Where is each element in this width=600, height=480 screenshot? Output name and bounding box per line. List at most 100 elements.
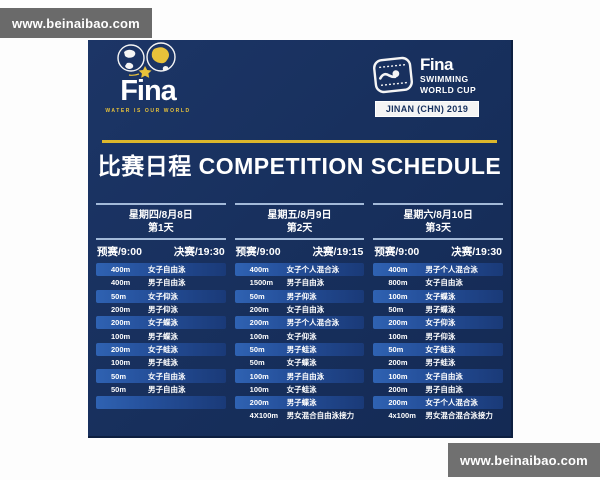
event-name: 男子蝶泳 xyxy=(286,398,317,408)
event-name: 男子蛙泳 xyxy=(148,358,178,368)
day-number: 第2天 xyxy=(286,223,313,234)
session-times: 预赛/9:00 决赛/19:15 xyxy=(235,240,365,261)
event-name: 女子蛙泳 xyxy=(425,344,456,354)
event-row: 200m 女子仰泳 xyxy=(373,316,504,330)
event-name: 男子自由泳 xyxy=(148,384,186,394)
event-distance: 400m xyxy=(111,278,131,288)
event-row xyxy=(96,409,226,422)
event-list: 400m 女子自由泳 400m 男子自由泳 50m 女子仰泳 200m 男子仰泳 200m 女子蝶… xyxy=(96,263,226,423)
divider xyxy=(373,203,504,205)
session-times: 预赛/9:00 决赛/19:30 xyxy=(373,240,503,261)
event-distance: 200m xyxy=(388,384,408,394)
fina-globe-icon xyxy=(117,42,176,78)
divider xyxy=(234,238,365,240)
event-row: 400m 男子自由泳 xyxy=(96,276,226,289)
event-row: 100m 女子蝶泳 xyxy=(373,289,504,303)
event-row: 100m 女子自由泳 xyxy=(373,369,504,383)
event-distance: 1500m xyxy=(249,278,274,288)
fina-tagline: WATER IS OUR WORLD xyxy=(105,107,191,114)
event-name: 男子蛙泳 xyxy=(286,344,317,354)
prelim-time: 预赛/9:00 xyxy=(374,245,420,258)
event-name: 男子仰泳 xyxy=(148,305,178,315)
event-row: 50m 男子蛙泳 xyxy=(234,342,365,357)
event-row: 200m 男子蛙泳 xyxy=(373,356,503,369)
event-name: 男子仰泳 xyxy=(425,331,456,341)
event-row: 200m 女子蛙泳 xyxy=(96,342,226,357)
day-column-1: 星期四/8月8日 第1天 预赛/9:00 决赛/19:30 400m 女子自由泳 4… xyxy=(96,203,226,423)
event-name: 女子自由泳 xyxy=(148,371,186,381)
event-name: 女子仰泳 xyxy=(286,331,317,341)
event-distance: 400m xyxy=(111,265,131,275)
event-distance: 100m xyxy=(249,371,269,381)
final-time: 决赛/19:15 xyxy=(312,245,364,258)
event-row: 100m 男子蝶泳 xyxy=(96,329,226,342)
day-number: 第1天 xyxy=(148,223,174,234)
event-name: 女子个人混合泳 xyxy=(425,398,478,408)
event-distance: 100m xyxy=(111,331,131,341)
event-row: 400m 女子自由泳 xyxy=(96,263,226,277)
event-location-badge: JINAN (CHN) 2019 xyxy=(375,101,479,117)
event-distance: 200m xyxy=(388,398,408,408)
fina-logo: Fina WATER IS OUR WORLD xyxy=(100,42,196,134)
event-name: 女子蝶泳 xyxy=(425,291,456,301)
final-time: 决赛/19:30 xyxy=(173,245,225,258)
schedule-grid: 星期四/8月8日 第1天 预赛/9:00 决赛/19:30 400m 女子自由泳 4… xyxy=(96,203,504,423)
event-name: 男子自由泳 xyxy=(148,278,186,288)
divider xyxy=(96,203,226,205)
event-name: 男女混合混合泳接力 xyxy=(425,411,493,421)
event-distance: 800m xyxy=(388,278,408,288)
event-name: 女子蛙泳 xyxy=(286,384,317,394)
event-name: 男子蝶泳 xyxy=(148,331,178,341)
watermark-text: www.beinaibao.com xyxy=(12,15,140,31)
event-distance: 100m xyxy=(388,291,408,301)
event-row: 100m 男子蛙泳 xyxy=(96,356,226,369)
event-distance: 50m xyxy=(249,344,265,354)
watermark-bottom: www.beinaibao.com xyxy=(448,443,600,477)
event-name: 男女混合自由泳接力 xyxy=(286,411,355,421)
date-text: 星期六/8月10日 xyxy=(403,210,473,221)
event-name: 男子个人混合泳 xyxy=(425,265,478,275)
event-distance: 50m xyxy=(111,384,127,394)
event-distance: 200m xyxy=(249,398,269,408)
date-header: 星期四/8月8日 第1天 xyxy=(96,205,226,238)
divider xyxy=(96,238,226,240)
event-row: 100m 女子蛙泳 xyxy=(235,383,365,396)
final-time: 决赛/19:30 xyxy=(451,245,503,258)
event-row: 200m 女子个人混合泳 xyxy=(373,395,504,410)
event-name: 男子自由泳 xyxy=(286,371,325,381)
day-column-3: 星期六/8月10日 第3天 预赛/9:00 决赛/19:30 400m 男子个人混… xyxy=(373,203,504,423)
event-name: 男子自由泳 xyxy=(425,384,463,394)
event-name: 女子蝶泳 xyxy=(148,318,178,328)
event-distance: 100m xyxy=(249,384,269,394)
event-row: 200m 男子自由泳 xyxy=(373,383,503,396)
event-name: 女子个人混合泳 xyxy=(286,265,340,275)
event-distance: 200m xyxy=(111,305,131,315)
day-number: 第3天 xyxy=(425,223,451,234)
event-row: 50m 女子自由泳 xyxy=(96,369,226,383)
event-name: 男子仰泳 xyxy=(286,291,317,301)
divider xyxy=(373,238,504,240)
event-row: 50m 女子仰泳 xyxy=(96,289,226,303)
date-text: 星期五/8月9日 xyxy=(267,210,332,221)
event-row: 400m 男子个人混合泳 xyxy=(373,263,504,277)
event-row: 800m 女子自由泳 xyxy=(373,276,503,289)
event-distance: 200m xyxy=(249,318,269,328)
event-name: 男子自由泳 xyxy=(286,278,325,288)
event-list: 400m 女子个人混合泳 1500m 男子自由泳 50m 男子仰泳 200m 女子自由泳 200… xyxy=(234,263,365,423)
event-row: 100m 男子仰泳 xyxy=(373,329,503,342)
event-distance: 200m xyxy=(388,318,408,328)
event-name: 男子蛙泳 xyxy=(425,358,456,368)
fina-wordmark: Fina xyxy=(120,75,177,107)
event-distance: 50m xyxy=(249,291,265,301)
event-row: 50m 男子自由泳 xyxy=(96,383,226,396)
event-row: 200m 男子个人混合泳 xyxy=(234,316,365,330)
event-distance: 50m xyxy=(111,371,127,381)
event-distance: 100m xyxy=(388,331,408,341)
event-name: 女子自由泳 xyxy=(286,305,325,315)
event-row: 400m 女子个人混合泳 xyxy=(234,263,365,277)
event-name: 女子自由泳 xyxy=(425,371,463,381)
date-header: 星期五/8月9日 第2天 xyxy=(235,205,365,238)
title-divider xyxy=(102,140,497,143)
worldcup-logo: Fina SWIMMING WORLD CUP JINAN (CHN) 2019 xyxy=(373,56,501,117)
